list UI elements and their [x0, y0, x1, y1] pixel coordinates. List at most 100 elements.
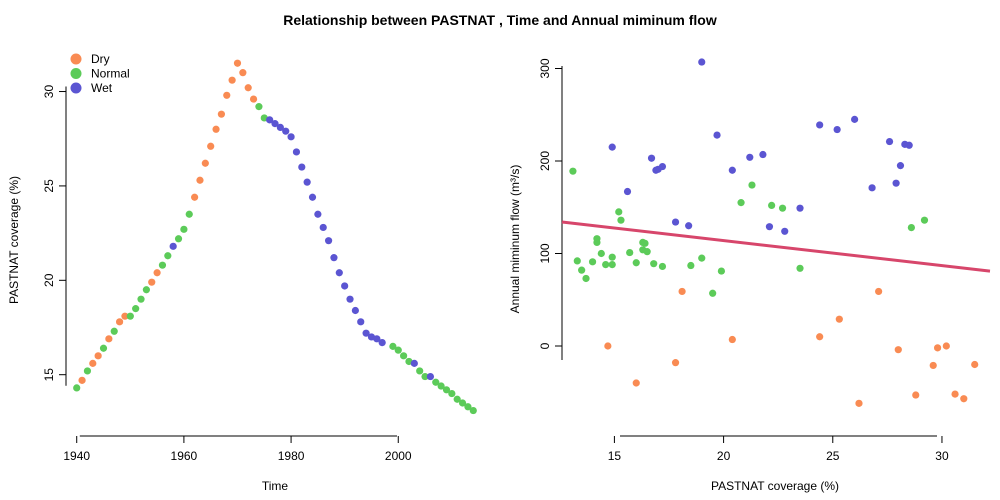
left-point-normal: [416, 367, 424, 375]
left-point-wet: [266, 116, 274, 124]
left-point-wet: [362, 329, 370, 337]
left-point-normal: [255, 103, 263, 111]
left-x-tick-label: 1980: [278, 449, 305, 463]
left-point-dry: [148, 278, 156, 286]
left-point-dry: [115, 318, 124, 326]
left-point-wet: [303, 178, 311, 186]
right-point-dry: [604, 342, 612, 350]
right-y-tick-label: 100: [538, 243, 552, 263]
legend-label-normal: Normal: [91, 67, 130, 81]
left-point-dry: [233, 59, 242, 67]
left-point-dry: [105, 335, 113, 343]
left-x-axis-title: Time: [262, 479, 289, 493]
right-point-dry: [632, 379, 640, 387]
right-point-normal: [643, 248, 651, 256]
left-point-dry: [196, 176, 204, 184]
left-point-wet: [373, 335, 381, 343]
left-point-wet: [378, 339, 386, 347]
left-x-tick-label: 1940: [63, 449, 90, 463]
right-point-dry: [912, 391, 920, 399]
right-point-normal: [582, 274, 590, 283]
left-point-normal: [469, 406, 477, 415]
right-point-wet: [816, 121, 824, 129]
right-point-dry: [971, 360, 979, 369]
left-point-normal: [132, 305, 140, 313]
left-point-dry: [239, 69, 247, 77]
right-point-wet: [759, 150, 767, 159]
right-point-normal: [573, 257, 581, 265]
right-point-wet: [728, 166, 736, 174]
left-point-normal: [464, 403, 472, 411]
right-point-dry: [933, 344, 942, 352]
left-point-normal: [458, 399, 467, 407]
left-point-wet: [357, 318, 365, 326]
right-point-normal: [617, 216, 625, 224]
right-x-tick-label: 25: [826, 449, 840, 463]
left-point-normal: [126, 312, 134, 320]
right-point-dry: [671, 359, 680, 367]
right-point-wet: [892, 179, 900, 187]
right-chart-panel: PASTNAT coverage (%) Annual miminum flow…: [508, 58, 991, 493]
right-point-normal: [650, 260, 658, 268]
right-point-normal: [632, 259, 640, 267]
left-point-wet: [276, 123, 284, 131]
left-y-tick-label: 15: [42, 368, 56, 382]
left-point-dry: [201, 159, 209, 167]
left-point-wet: [346, 295, 354, 303]
left-point-dry: [207, 142, 215, 150]
right-point-dry: [855, 399, 863, 407]
left-point-wet: [287, 133, 295, 141]
left-point-wet: [341, 282, 349, 290]
left-point-dry: [191, 193, 199, 201]
right-point-normal: [578, 266, 586, 274]
left-point-wet: [319, 223, 327, 232]
left-point-wet: [351, 306, 359, 315]
right-point-wet: [698, 58, 706, 66]
right-point-wet: [896, 162, 905, 170]
right-point-dry: [960, 395, 968, 403]
right-point-dry: [951, 390, 959, 398]
left-point-wet: [426, 372, 435, 381]
left-point-normal: [180, 225, 188, 233]
left-point-normal: [453, 395, 461, 403]
right-point-normal: [796, 264, 804, 272]
left-point-dry: [121, 312, 129, 320]
left-point-normal: [185, 210, 193, 218]
left-y-tick-label: 20: [42, 273, 56, 287]
left-point-normal: [389, 342, 397, 350]
left-point-dry: [89, 359, 97, 367]
left-point-dry: [244, 84, 252, 92]
right-point-normal: [608, 261, 616, 269]
right-point-normal: [626, 248, 634, 257]
right-point-wet: [647, 154, 656, 162]
left-chart-panel: Time PASTNAT coverage (%) 1940 1960 1980 20…: [7, 52, 477, 493]
left-point-wet: [169, 242, 177, 250]
legend-marker-dry: [70, 53, 82, 65]
right-point-normal: [615, 208, 623, 216]
right-point-normal: [687, 261, 695, 270]
right-point-wet: [623, 187, 632, 196]
left-point-normal: [448, 389, 456, 398]
left-point-wet: [314, 210, 322, 218]
right-point-normal: [920, 216, 929, 224]
left-point-wet: [292, 148, 301, 156]
left-point-normal: [137, 295, 145, 303]
left-point-dry: [94, 352, 102, 360]
right-point-normal: [737, 199, 745, 207]
right-point-wet: [905, 141, 913, 149]
right-point-dry: [728, 335, 736, 344]
left-point-normal: [142, 286, 150, 294]
right-x-tick-label: 20: [717, 449, 731, 463]
legend-label-wet: Wet: [91, 81, 113, 95]
right-y-tick-label: 300: [538, 58, 552, 78]
right-point-normal: [588, 258, 597, 266]
left-point-wet: [271, 120, 279, 128]
right-point-wet: [868, 184, 876, 192]
right-point-dry: [929, 361, 937, 370]
left-point-normal: [432, 378, 440, 386]
figure-title: Relationship between PASTNAT , Time and …: [283, 12, 717, 28]
left-y-axis-title: PASTNAT coverage (%): [7, 176, 21, 304]
right-point-normal: [569, 167, 577, 175]
